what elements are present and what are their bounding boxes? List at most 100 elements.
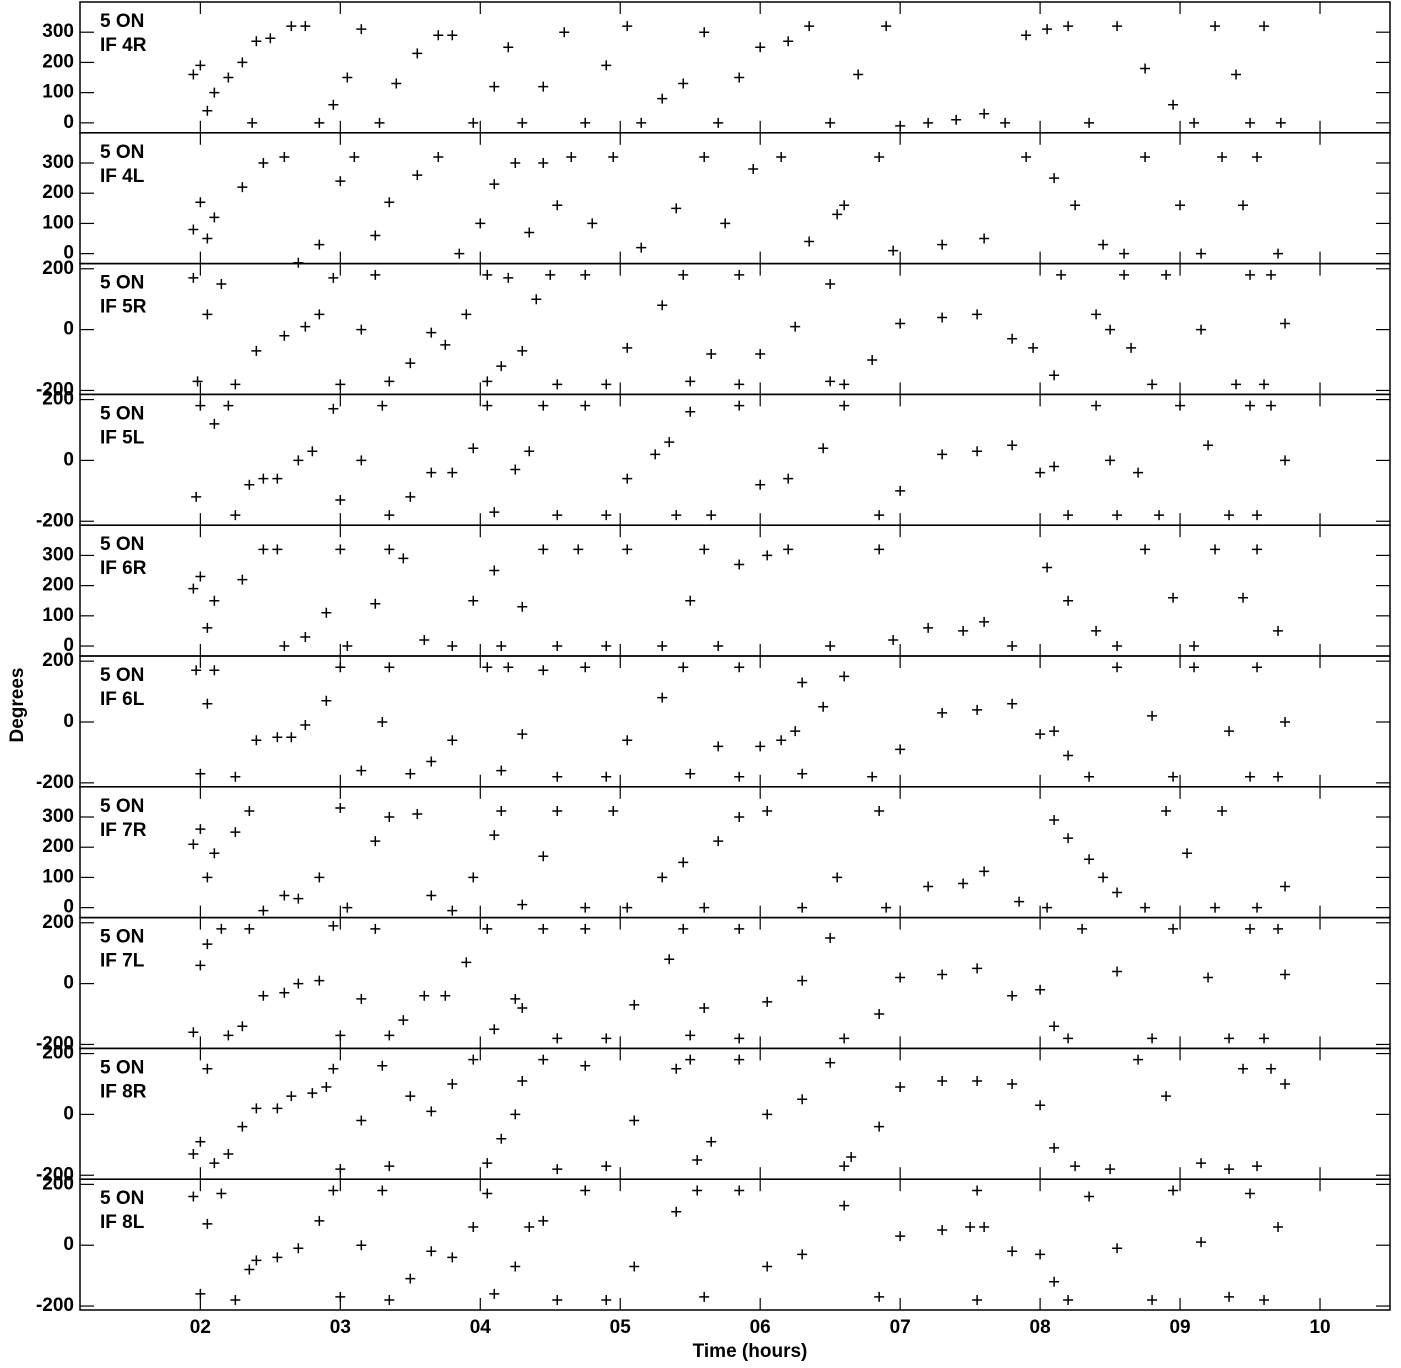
data-point [1252, 544, 1263, 555]
data-point [580, 902, 591, 913]
data-point [734, 400, 745, 411]
data-point [461, 957, 472, 968]
data-point [237, 182, 248, 193]
y-tick-label: 0 [63, 973, 74, 994]
data-point [755, 479, 766, 490]
data-point [209, 87, 220, 98]
data-point [958, 878, 969, 889]
panel-source: 5 ON [100, 534, 144, 555]
data-point [937, 969, 948, 980]
data-point [762, 550, 773, 561]
data-point [706, 348, 717, 359]
data-point [1007, 440, 1018, 451]
data-point [237, 1121, 248, 1132]
panel-channel: IF 8R [100, 1081, 147, 1102]
data-point [272, 1103, 283, 1114]
data-point [790, 321, 801, 332]
data-point [762, 1109, 773, 1120]
data-point [552, 379, 563, 390]
data-point [468, 443, 479, 454]
data-point [601, 641, 612, 652]
data-point [426, 467, 437, 478]
data-point [1035, 1100, 1046, 1111]
y-tick-label: -200 [36, 772, 74, 793]
data-point [335, 1164, 346, 1175]
data-point [538, 1215, 549, 1226]
x-tick-label: 03 [330, 1317, 351, 1338]
data-point [1007, 990, 1018, 1001]
data-point [1210, 544, 1221, 555]
data-point [825, 376, 836, 387]
data-point [1049, 1021, 1060, 1032]
y-tick-label: 0 [63, 635, 74, 656]
data-point [776, 735, 787, 746]
data-point [384, 510, 395, 521]
data-point [223, 72, 234, 83]
y-tick-label: 0 [63, 112, 74, 133]
data-point [601, 1294, 612, 1305]
data-point [1245, 771, 1256, 782]
data-point [1161, 269, 1172, 280]
data-point [1035, 1249, 1046, 1260]
data-point [314, 117, 325, 128]
data-point [937, 707, 948, 718]
data-point [1042, 24, 1053, 35]
data-point [720, 218, 731, 229]
data-point [622, 735, 633, 746]
data-point [510, 158, 521, 169]
data-point [713, 117, 724, 128]
panel-source: 5 ON [100, 796, 144, 817]
data-point [622, 21, 633, 32]
panel-source: 5 ON [100, 665, 144, 686]
data-point [1273, 1221, 1284, 1232]
data-point [370, 230, 381, 241]
data-point [951, 114, 962, 125]
data-point [1252, 510, 1263, 521]
data-point [678, 923, 689, 934]
x-tick-label: 08 [1030, 1317, 1051, 1338]
data-point [468, 1054, 479, 1065]
data-point [664, 954, 675, 965]
data-point [251, 36, 262, 47]
data-point [713, 836, 724, 847]
data-point [1245, 923, 1256, 934]
data-point [202, 1063, 213, 1074]
data-point [496, 765, 507, 776]
data-point [489, 1024, 500, 1035]
data-point [321, 607, 332, 618]
data-point [191, 491, 202, 502]
panel-source: 5 ON [100, 403, 144, 424]
y-tick-label: -200 [36, 510, 74, 531]
data-point [1112, 21, 1123, 32]
data-point [538, 851, 549, 862]
data-point [496, 805, 507, 816]
data-point [356, 765, 367, 776]
data-point [1063, 595, 1074, 606]
data-point [846, 1151, 857, 1162]
data-point [335, 1291, 346, 1302]
data-point [699, 27, 710, 38]
data-point [734, 379, 745, 390]
data-point [1238, 592, 1249, 603]
data-point [1266, 1063, 1277, 1074]
data-point [699, 544, 710, 555]
data-point [832, 209, 843, 220]
data-point [419, 990, 430, 1001]
x-tick-label: 10 [1309, 1317, 1330, 1338]
data-point [853, 69, 864, 80]
data-point [300, 21, 311, 32]
data-point [384, 1161, 395, 1172]
y-tick-label: -200 [36, 379, 74, 400]
data-point [384, 1030, 395, 1041]
x-tick-label: 02 [190, 1317, 211, 1338]
data-point [937, 1075, 948, 1086]
data-point [839, 671, 850, 682]
panel-channel: IF 4L [100, 166, 145, 187]
data-point [797, 768, 808, 779]
data-point [552, 771, 563, 782]
data-point [545, 269, 556, 280]
data-point [1259, 1294, 1270, 1305]
data-point [1280, 318, 1291, 329]
data-point [1210, 902, 1221, 913]
data-point [1140, 902, 1151, 913]
